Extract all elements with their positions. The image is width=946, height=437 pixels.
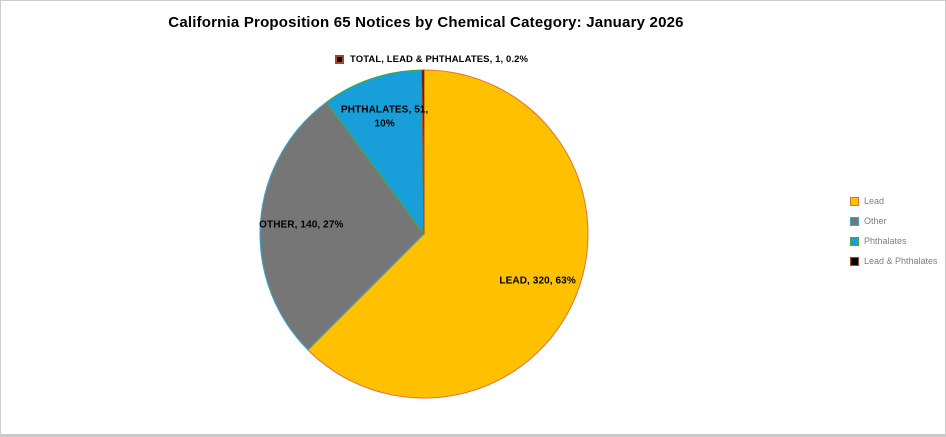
callout-label-lead-and-phthalates: TOTAL, LEAD & PHTHALATES, 1, 0.2% <box>335 54 528 65</box>
legend-key-icon <box>335 55 344 64</box>
legend-marker-icon <box>850 216 859 226</box>
pie-slice-other[interactable] <box>259 101 425 351</box>
legend-item-phthalates[interactable]: Phthalates <box>850 236 938 246</box>
legend: Lead Other Phthalates Lead & Phthalates <box>850 196 938 266</box>
legend-item-other[interactable]: Other <box>850 216 938 226</box>
legend-marker-icon <box>850 236 859 246</box>
legend-marker-icon <box>850 196 859 206</box>
legend-label: Lead <box>864 196 885 206</box>
data-label-lead: LEAD, 320, 63% <box>499 275 576 287</box>
legend-label: Phthalates <box>864 236 907 246</box>
data-label-other: OTHER, 140, 27% <box>259 219 344 231</box>
legend-marker-icon <box>850 256 859 266</box>
pie-chart <box>259 69 589 399</box>
data-label-phthalates: PHTHALATES, 51, 10% <box>340 104 429 130</box>
chart-title: California Proposition 65 Notices by Che… <box>168 14 684 31</box>
pie-slice-lead-phthalates[interactable] <box>421 69 425 235</box>
callout-text: TOTAL, LEAD & PHTHALATES, 1, 0.2% <box>350 54 529 65</box>
pie-slice-phthalates[interactable] <box>325 69 425 236</box>
pie-slice-lead[interactable] <box>307 69 589 399</box>
legend-item-lead-phthalates[interactable]: Lead & Phthalates <box>850 256 938 266</box>
legend-label: Lead & Phthalates <box>864 256 938 266</box>
legend-label: Other <box>864 216 887 226</box>
legend-item-lead[interactable]: Lead <box>850 196 938 206</box>
